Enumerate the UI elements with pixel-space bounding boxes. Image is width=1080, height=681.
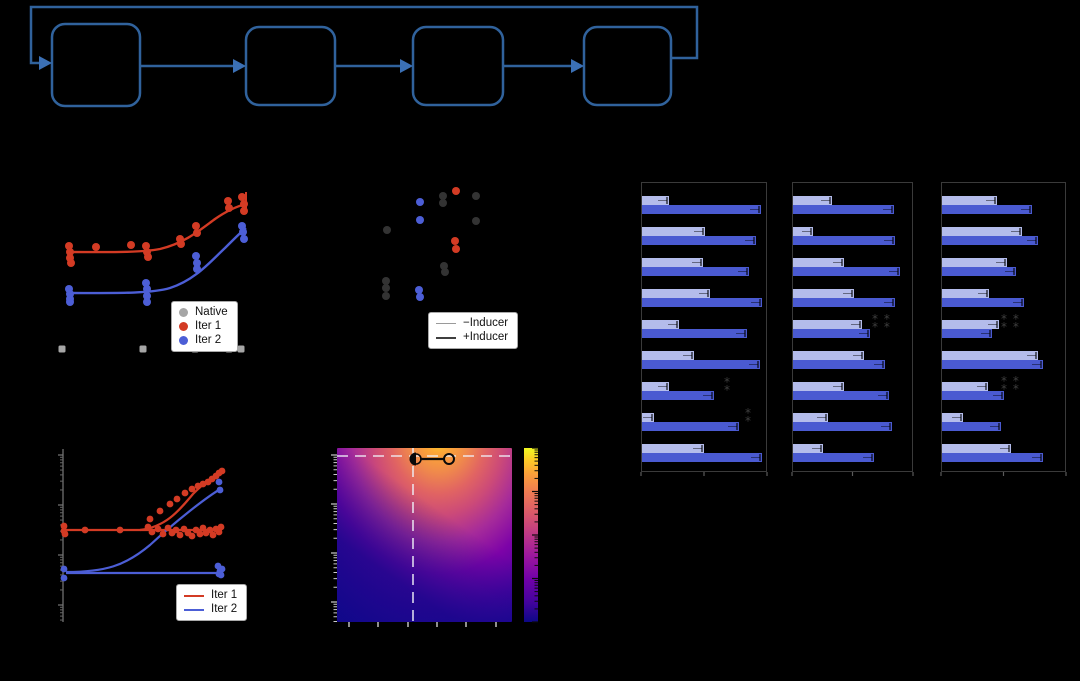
bar <box>642 329 747 338</box>
bar <box>793 351 864 360</box>
bar <box>793 196 832 205</box>
legend-item-iter1: Iter 1 <box>179 320 228 333</box>
bar <box>793 391 889 400</box>
bar <box>793 258 844 267</box>
bar <box>942 329 992 338</box>
legend-label: Iter 2 <box>195 334 222 346</box>
legend-label: +Inducer <box>463 331 509 343</box>
legend-label: Iter 1 <box>195 320 222 332</box>
significance-mark: * * <box>724 375 731 397</box>
bar <box>942 267 1016 276</box>
iter2-swatch-icon <box>179 336 188 345</box>
legend-item-iter1: Iter 1 <box>184 589 237 602</box>
bar <box>793 267 900 276</box>
bar <box>942 444 1011 453</box>
bar <box>642 413 654 422</box>
bar <box>793 453 874 462</box>
bar <box>793 360 885 369</box>
iter1-line-icon <box>184 594 204 597</box>
bar <box>793 236 895 245</box>
legend-item-plus-inducer: +Inducer <box>436 331 508 344</box>
bar <box>942 453 1043 462</box>
iter2-line-icon <box>184 608 204 611</box>
bar <box>793 422 892 431</box>
legend-timecourse: Iter 1 Iter 2 <box>176 584 248 621</box>
bar <box>642 422 739 431</box>
bar <box>942 236 1038 245</box>
bar <box>642 227 705 236</box>
bar <box>642 360 760 369</box>
bar <box>942 351 1038 360</box>
bar <box>942 391 1004 400</box>
bar <box>942 298 1024 307</box>
bar <box>793 320 862 329</box>
bar <box>793 413 828 422</box>
bar <box>642 391 714 400</box>
legend-item-minus-inducer: −Inducer <box>436 317 508 330</box>
bar <box>942 422 1001 431</box>
legend-label: Native <box>195 306 228 318</box>
legend-label: −Inducer <box>463 317 509 329</box>
bar-panel-1 <box>641 182 767 472</box>
flowchart-diagram <box>20 0 710 120</box>
legend-inducer: −Inducer +Inducer <box>428 312 519 349</box>
minus-inducer-line-icon <box>436 323 456 324</box>
bar <box>942 227 1022 236</box>
plus-inducer-line-icon <box>436 336 456 339</box>
bar <box>642 382 669 391</box>
legend-dose-response: Native Iter 1 Iter 2 <box>171 301 238 352</box>
bar <box>793 329 870 338</box>
bar <box>942 360 1043 369</box>
significance-mark: * * * * <box>872 312 891 334</box>
bar <box>642 298 762 307</box>
bar <box>642 258 703 267</box>
legend-item-iter2: Iter 2 <box>179 334 228 347</box>
bar <box>793 205 894 214</box>
bar <box>642 453 762 462</box>
heatmap-panel <box>337 448 512 622</box>
bar-panel-3 <box>941 182 1066 472</box>
bar <box>793 444 823 453</box>
colorbar <box>524 448 538 622</box>
bar <box>942 205 1032 214</box>
bar <box>793 382 844 391</box>
bar <box>642 289 710 298</box>
bar <box>642 236 756 245</box>
bar <box>642 351 694 360</box>
bar <box>642 444 704 453</box>
bar <box>793 227 813 236</box>
bar <box>642 205 761 214</box>
significance-mark: * * * * <box>1001 312 1020 334</box>
native-swatch-icon <box>179 308 188 317</box>
legend-label: Iter 2 <box>211 603 238 615</box>
bar <box>642 196 669 205</box>
legend-item-iter2: Iter 2 <box>184 603 237 616</box>
bar <box>642 320 679 329</box>
significance-mark: * * * * <box>1001 374 1020 396</box>
bar <box>793 298 895 307</box>
legend-item-native: Native <box>179 306 228 319</box>
iter1-swatch-icon <box>179 322 188 331</box>
bar <box>942 413 963 422</box>
bar <box>942 382 988 391</box>
bar <box>942 258 1007 267</box>
legend-label: Iter 1 <box>211 589 238 601</box>
bar <box>642 267 749 276</box>
bar <box>793 289 854 298</box>
bar <box>942 196 997 205</box>
bar-panel-2 <box>792 182 913 472</box>
significance-mark: * * <box>745 406 752 428</box>
bar <box>942 320 999 329</box>
bar <box>942 289 989 298</box>
